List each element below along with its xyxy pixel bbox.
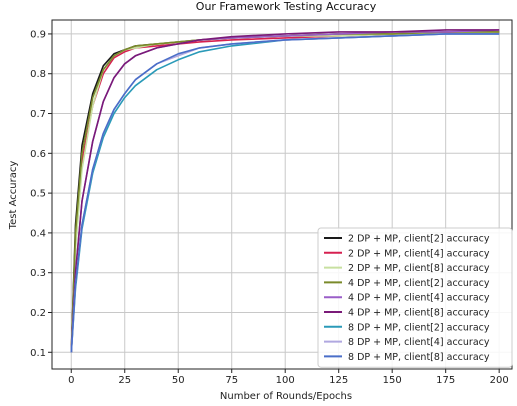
legend-entry: 4 DP + MP, client[2] accuracy <box>348 278 490 289</box>
legend-entry: 8 DP + MP, client[4] accuracy <box>348 337 490 348</box>
y-tick-label: 0.8 <box>30 69 46 80</box>
x-tick-label: 125 <box>329 375 348 386</box>
legend-entry: 4 DP + MP, client[8] accuracy <box>348 308 490 319</box>
legend-box <box>317 227 513 368</box>
y-tick-label: 0.9 <box>30 29 46 40</box>
x-tick-label: 50 <box>172 375 185 386</box>
ticks: 0 25 50 75 100 125 150 175 200 0.1 0.2 0.3 0.4 0.5 0.6… <box>30 29 509 386</box>
chart-title: Our Framework Testing Accuracy <box>196 0 377 13</box>
y-axis-title: Test Accuracy <box>8 161 19 231</box>
y-tick-label: 0.5 <box>30 189 46 200</box>
x-tick-label: 200 <box>490 375 509 386</box>
legend-entry: 2 DP + MP, client[2] accuracy <box>348 234 490 245</box>
series-line-9 <box>70 33 500 353</box>
legend-entry: 4 DP + MP, client[4] accuracy <box>348 293 490 304</box>
y-tick-label: 0.1 <box>30 348 46 359</box>
y-tick-label: 0.3 <box>30 268 46 279</box>
x-tick-label: 75 <box>225 375 238 386</box>
y-tick-label: 0.7 <box>30 109 46 120</box>
x-tick-label: 25 <box>118 375 131 386</box>
y-tick-label: 0.4 <box>30 228 46 239</box>
legend-entry: 8 DP + MP, client[8] accuracy <box>348 352 490 363</box>
x-tick-label: 175 <box>436 375 455 386</box>
plot-frame <box>51 19 513 370</box>
x-tick-label: 0 <box>68 375 74 386</box>
legend-entry: 8 DP + MP, client[2] accuracy <box>348 322 490 333</box>
series-layer <box>70 29 500 353</box>
x-tick-label: 100 <box>276 375 295 386</box>
x-tick-label: 150 <box>383 375 402 386</box>
legend: 2 DP + MP, client[2] accuracy 2 DP + MP, … <box>317 227 513 368</box>
y-tick-label: 0.2 <box>30 308 46 319</box>
y-tick-label: 0.6 <box>30 149 46 160</box>
legend-entry: 2 DP + MP, client[8] accuracy <box>348 263 490 274</box>
legend-entry: 2 DP + MP, client[4] accuracy <box>348 248 490 259</box>
series-line-6 <box>70 29 500 353</box>
x-axis-title: Number of Rounds/Epochs <box>220 391 352 402</box>
